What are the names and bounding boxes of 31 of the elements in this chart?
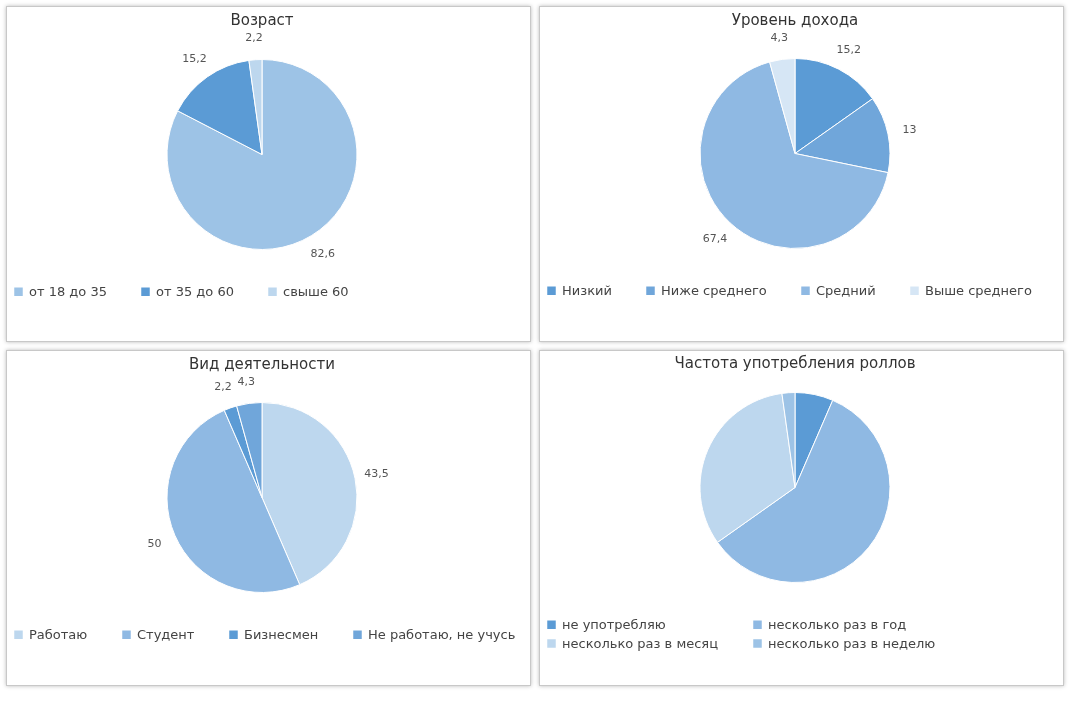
legend-label: Не работаю, не учусь (368, 626, 516, 642)
data-label: 15,2 (836, 42, 862, 56)
data-label: 50 (147, 536, 162, 550)
chart-title: Возраст (230, 10, 294, 29)
legend-label: не употребляю (562, 616, 666, 632)
legend-label: несколько раз в неделю (768, 635, 936, 651)
chart-title: Уровень дохода (731, 10, 859, 29)
legend-label: несколько раз в месяц (562, 635, 719, 651)
data-label: 82,6 (310, 247, 336, 261)
data-label: 43,5 (364, 466, 389, 480)
legend-label: свыше 60 (283, 283, 349, 299)
data-label: 15,2 (182, 51, 207, 65)
data-label: 2,2 (214, 380, 232, 394)
pie-slice (699, 61, 889, 249)
data-label: 4,3 (237, 374, 255, 388)
chart-title: Частота употребления роллов (674, 354, 916, 372)
legend-label: Низкий (562, 282, 612, 298)
legend-label: от 18 до 35 (29, 283, 107, 299)
legend-label: Выше среднего (925, 282, 1032, 298)
legend-label: несколько раз в год (768, 616, 907, 632)
data-label: 4,3 (770, 30, 788, 44)
legend-label: Бизнесмен (244, 626, 319, 642)
legend-label: Ниже среднего (661, 282, 767, 298)
legend-label: от 35 до 60 (156, 283, 234, 299)
data-label: 2,2 (245, 30, 263, 44)
legend-label: Работаю (29, 626, 88, 642)
data-label: 67,4 (702, 231, 728, 245)
data-label: 13 (902, 122, 917, 136)
chart-title: Вид деятельности (189, 354, 335, 373)
legend-label: Студент (137, 626, 195, 642)
legend-label: Средний (816, 282, 876, 298)
